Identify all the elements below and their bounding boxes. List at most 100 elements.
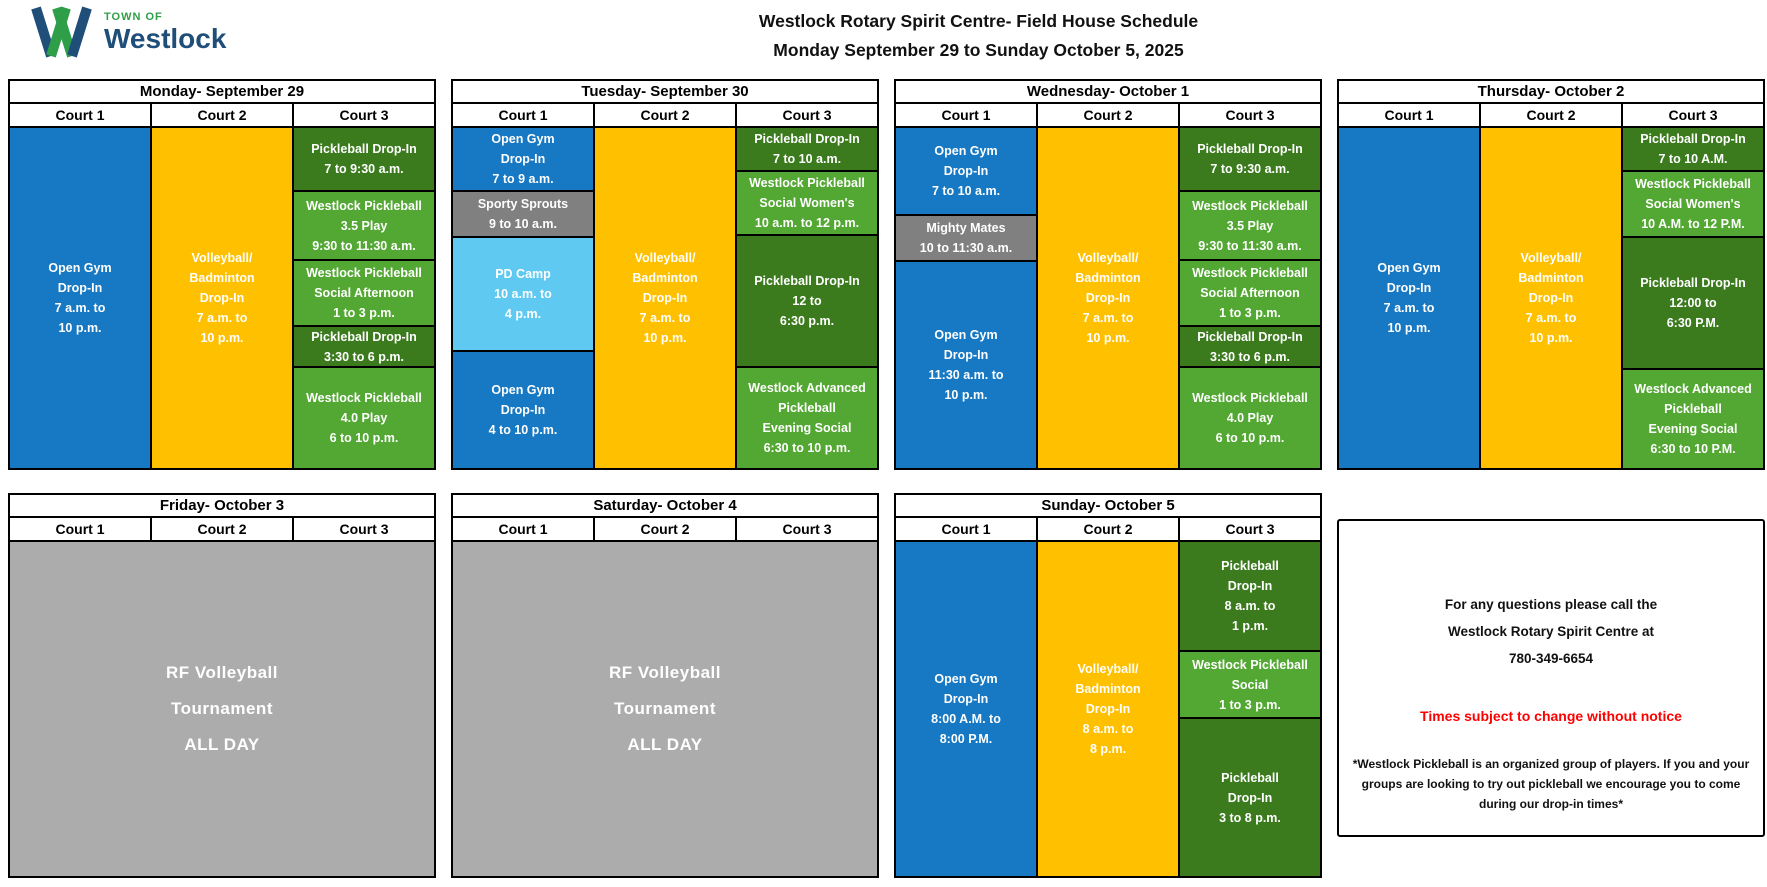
court-2-column: Volleyball/ Badminton Drop-In 7 a.m. to … <box>1479 128 1621 468</box>
court-2-column: Volleyball/ Badminton Drop-In 7 a.m. to … <box>150 128 292 468</box>
event-block: Westlock Pickleball Social Women's 10 a.… <box>737 172 877 236</box>
event-block: Pickleball Drop-In 12:00 to 6:30 P.M. <box>1623 238 1763 370</box>
logo-town-of: TOWN OF <box>104 11 163 23</box>
court-3-column: Pickleball Drop-In 8 a.m. to 1 p.m. West… <box>1178 542 1320 876</box>
court-3-column: Pickleball Drop-In 7 to 9:30 a.m. Westlo… <box>292 128 434 468</box>
court-2-column: Volleyball/ Badminton Drop-In 8 a.m. to … <box>1036 542 1178 876</box>
event-block: Westlock Pickleball Social 1 to 3 p.m. <box>1180 652 1320 719</box>
court-header-row: Court 1 Court 2 Court 3 <box>10 518 434 542</box>
court-3-column: Pickleball Drop-In 7 to 10 a.m. Westlock… <box>735 128 877 468</box>
event-block: Pickleball Drop-In 7 to 9:30 a.m. <box>1180 128 1320 192</box>
event-block: Open Gym Drop-In 7 a.m. to 10 p.m. <box>1339 128 1479 468</box>
town-of-westlock-logo: TOWN OF Westlock <box>30 6 226 65</box>
info-cell: For any questions please call the Westlo… <box>1337 493 1765 878</box>
court-3-column: Pickleball Drop-In 7 to 10 A.M. Westlock… <box>1621 128 1763 468</box>
panel-monday: Monday- September 29 Court 1 Court 2 Cou… <box>8 79 436 470</box>
day-title: Wednesday- October 1 <box>896 81 1320 104</box>
court-1-header: Court 1 <box>498 107 548 123</box>
court-2-header: Court 2 <box>150 518 292 540</box>
court-1-header: Court 1 <box>55 107 105 123</box>
day-title: Saturday- October 4 <box>453 495 877 518</box>
court-header-row: Court 1 Court 2 Court 3 <box>896 104 1320 128</box>
event-block: Open Gym Drop-In 7 to 9 a.m. <box>453 128 593 192</box>
court-header-row: Court 1 Court 2 Court 3 <box>1339 104 1763 128</box>
times-change-notice: Times subject to change without notice <box>1420 708 1682 724</box>
event-block: Pickleball Drop-In 7 to 9:30 a.m. <box>294 128 434 192</box>
event-block: Westlock Pickleball Social Afternoon 1 t… <box>1180 261 1320 327</box>
day-title: Friday- October 3 <box>10 495 434 518</box>
court-2-header: Court 2 <box>150 104 292 126</box>
event-block: Westlock Pickleball Social Afternoon 1 t… <box>294 261 434 327</box>
court-3-header: Court 3 <box>292 518 434 540</box>
event-block: Pickleball Drop-In 7 to 10 a.m. <box>737 128 877 172</box>
court-3-header: Court 3 <box>1621 104 1763 126</box>
court-1-header: Court 1 <box>941 521 991 537</box>
event-block: Volleyball/ Badminton Drop-In 7 a.m. to … <box>1038 128 1178 468</box>
title-line-2: Monday September 29 to Sunday October 5,… <box>773 40 1184 60</box>
court-1-column: Open Gym Drop-In 7 a.m. to 10 p.m. <box>1339 128 1479 468</box>
court-3-header: Court 3 <box>292 104 434 126</box>
court-1-header: Court 1 <box>498 521 548 537</box>
court-2-header: Court 2 <box>1036 104 1178 126</box>
event-block: Volleyball/ Badminton Drop-In 7 a.m. to … <box>152 128 292 468</box>
panel-thursday: Thursday- October 2 Court 1 Court 2 Cour… <box>1337 79 1765 470</box>
event-block: Sporty Sprouts 9 to 10 a.m. <box>453 192 593 238</box>
event-block: Open Gym Drop-In 8:00 A.M. to 8:00 P.M. <box>896 542 1036 876</box>
page-title: Westlock Rotary Spirit Centre- Field Hou… <box>0 7 1767 65</box>
court-2-header: Court 2 <box>1479 104 1621 126</box>
court-2-column: Volleyball/ Badminton Drop-In 7 a.m. to … <box>593 128 735 468</box>
court-1-column: Open Gym Drop-In 8:00 A.M. to 8:00 P.M. <box>896 542 1036 876</box>
court-3-header: Court 3 <box>735 518 877 540</box>
pickleball-note: *Westlock Pickleball is an organized gro… <box>1352 757 1750 811</box>
panel-saturday: Saturday- October 4 Court 1 Court 2 Cour… <box>451 493 879 878</box>
court-1-column: Open Gym Drop-In 7 to 10 a.m. Mighty Mat… <box>896 128 1036 468</box>
title-line-1: Westlock Rotary Spirit Centre- Field Hou… <box>758 11 1199 31</box>
logo-text: TOWN OF Westlock <box>104 6 226 53</box>
court-3-header: Court 3 <box>735 104 877 126</box>
westlock-w-icon <box>30 6 96 65</box>
court-1-header: Court 1 <box>1384 107 1434 123</box>
logo-westlock: Westlock <box>104 23 227 54</box>
day-title: Tuesday- September 30 <box>453 81 877 104</box>
event-block: Pickleball Drop-In 3 to 8 p.m. <box>1180 719 1320 876</box>
event-block: Open Gym Drop-In 4 to 10 p.m. <box>453 352 593 468</box>
court-3-header: Court 3 <box>1178 104 1320 126</box>
day-title: Sunday- October 5 <box>896 495 1320 518</box>
weekly-schedule-grid: Monday- September 29 Court 1 Court 2 Cou… <box>8 79 1765 878</box>
info-box: For any questions please call the Westlo… <box>1337 519 1765 837</box>
event-block: Westlock Advanced Pickleball Evening Soc… <box>1623 370 1763 468</box>
panel-wednesday: Wednesday- October 1 Court 1 Court 2 Cou… <box>894 79 1322 470</box>
court-header-row: Court 1 Court 2 Court 3 <box>10 104 434 128</box>
panel-sunday: Sunday- October 5 Court 1 Court 2 Court … <box>894 493 1322 878</box>
tournament-block: RF Volleyball Tournament ALL DAY <box>10 542 434 876</box>
event-block: Westlock Pickleball 3.5 Play 9:30 to 11:… <box>1180 192 1320 261</box>
day-title: Thursday- October 2 <box>1339 81 1763 104</box>
court-1-column: Open Gym Drop-In 7 a.m. to 10 p.m. <box>10 128 150 468</box>
event-block: Westlock Pickleball 4.0 Play 6 to 10 p.m… <box>1180 368 1320 468</box>
court-header-row: Court 1 Court 2 Court 3 <box>896 518 1320 542</box>
event-block: PD Camp 10 a.m. to 4 p.m. <box>453 238 593 352</box>
event-block: Westlock Pickleball 4.0 Play 6 to 10 p.m… <box>294 368 434 468</box>
panel-tuesday: Tuesday- September 30 Court 1 Court 2 Co… <box>451 79 879 470</box>
event-block: Westlock Pickleball 3.5 Play 9:30 to 11:… <box>294 192 434 261</box>
event-block: Open Gym Drop-In 7 to 10 a.m. <box>896 128 1036 216</box>
day-title: Monday- September 29 <box>10 81 434 104</box>
event-block: Open Gym Drop-In 11:30 a.m. to 10 p.m. <box>896 262 1036 468</box>
court-2-column: Volleyball/ Badminton Drop-In 7 a.m. to … <box>1036 128 1178 468</box>
event-block: Pickleball Drop-In 7 to 10 A.M. <box>1623 128 1763 172</box>
panel-friday: Friday- October 3 Court 1 Court 2 Court … <box>8 493 436 878</box>
court-3-header: Court 3 <box>1178 518 1320 540</box>
court-1-header: Court 1 <box>55 521 105 537</box>
event-block: Pickleball Drop-In 8 a.m. to 1 p.m. <box>1180 542 1320 652</box>
court-header-row: Court 1 Court 2 Court 3 <box>453 104 877 128</box>
court-1-column: Open Gym Drop-In 7 to 9 a.m. Sporty Spro… <box>453 128 593 468</box>
event-block: Mighty Mates 10 to 11:30 a.m. <box>896 216 1036 262</box>
event-block: Volleyball/ Badminton Drop-In 7 a.m. to … <box>1481 128 1621 468</box>
event-block: Volleyball/ Badminton Drop-In 8 a.m. to … <box>1038 542 1178 876</box>
event-block: Westlock Advanced Pickleball Evening Soc… <box>737 368 877 468</box>
court-header-row: Court 1 Court 2 Court 3 <box>453 518 877 542</box>
court-3-column: Pickleball Drop-In 7 to 9:30 a.m. Westlo… <box>1178 128 1320 468</box>
event-block: Open Gym Drop-In 7 a.m. to 10 p.m. <box>10 128 150 468</box>
event-block: Pickleball Drop-In 12 to 6:30 p.m. <box>737 236 877 368</box>
court-2-header: Court 2 <box>1036 518 1178 540</box>
